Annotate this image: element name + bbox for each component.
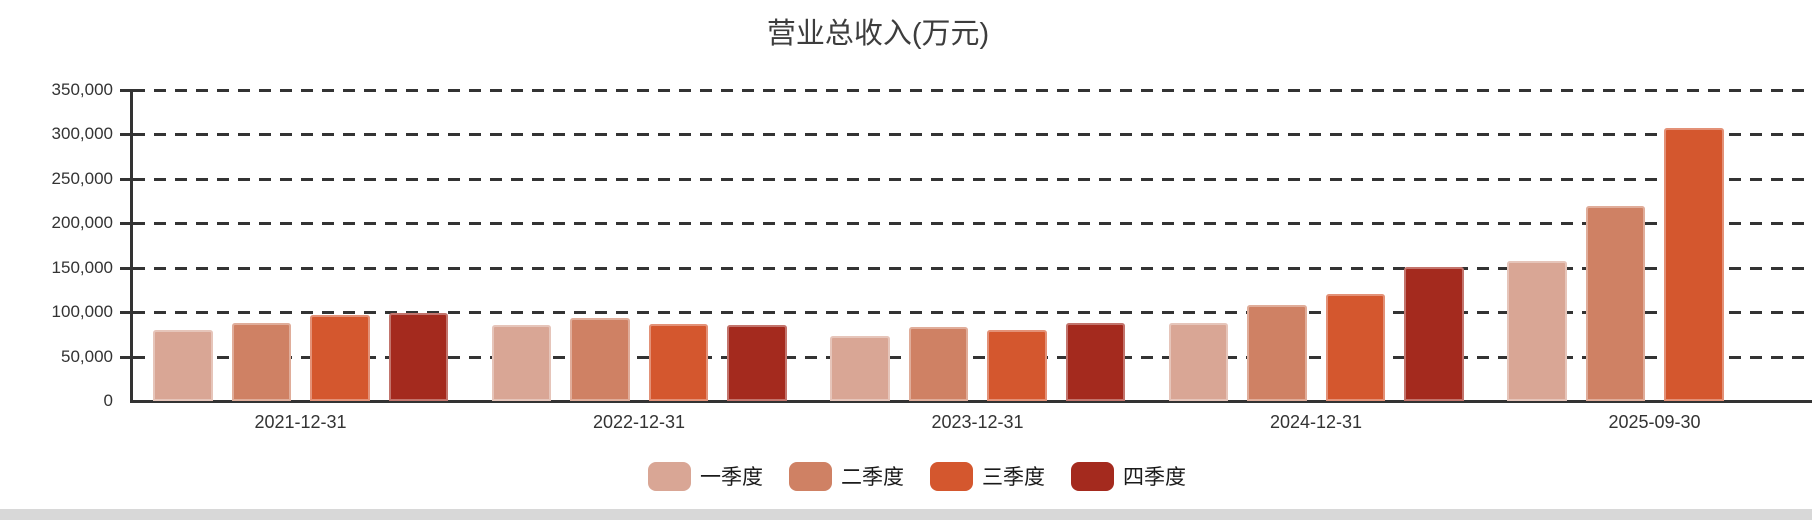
y-axis-line [130,89,133,403]
gridline [133,89,1812,92]
legend-swatch-q3 [930,461,973,491]
bar-一季度 [1507,260,1567,401]
chart-title: 营业总收入(万元) [766,18,990,50]
gridline [133,133,1812,137]
legend-label: 一季度 [700,466,763,489]
x-axis-label: 2024-12-31 [1269,412,1363,432]
bar-三季度 [648,323,708,401]
bar-二季度 [1247,305,1307,401]
y-axis-tick [120,133,131,137]
bar-一季度 [491,325,551,401]
y-axis-label: 0 [103,391,113,410]
legend-label: 二季度 [841,466,904,489]
x-axis-line [130,400,1812,403]
bar-一季度 [830,336,890,401]
bar-一季度 [153,329,213,401]
bar-二季度 [908,327,968,401]
bar-一季度 [1168,322,1228,401]
legend-swatch-q1 [648,461,691,491]
legend-item-q4[interactable]: 四季度 [1071,461,1186,491]
y-axis-tick [120,266,131,270]
legend-item-q1[interactable]: 一季度 [648,461,763,491]
gridline [133,222,1812,226]
bar-二季度 [570,318,630,401]
y-axis-tick [120,222,131,226]
legend-item-q3[interactable]: 三季度 [930,461,1045,491]
y-axis-tick [120,311,131,315]
bottom-divider [0,509,1812,520]
bar-四季度 [1404,266,1464,401]
y-axis-label: 300,000 [51,124,113,144]
chart-legend: 一季度 二季度 三季度 四季度 [648,461,1186,491]
y-axis-tick [120,355,131,359]
bar-二季度 [1585,205,1645,401]
y-axis-label: 150,000 [51,257,113,277]
legend-label: 三季度 [982,466,1045,489]
y-axis-label: 350,000 [51,80,113,99]
x-axis-label: 2022-12-31 [592,412,686,432]
x-axis-label: 2023-12-31 [931,412,1024,432]
x-axis-label: 2021-12-31 [254,412,347,432]
legend-swatch-q2 [789,461,832,491]
legend-swatch-q4 [1071,461,1114,491]
gridline [133,266,1812,270]
gridline [133,311,1812,315]
y-axis-label: 50,000 [61,346,113,366]
y-axis-tick [120,89,131,92]
bar-三季度 [1325,294,1385,401]
bar-四季度 [388,313,448,401]
y-axis-label: 100,000 [51,302,113,322]
y-axis-label: 250,000 [51,168,113,188]
legend-item-q2[interactable]: 二季度 [789,461,904,491]
bar-三季度 [310,314,370,401]
bar-四季度 [727,324,787,401]
bar-三季度 [987,329,1047,401]
y-axis-tick [120,177,131,181]
legend-label: 四季度 [1123,466,1186,489]
bar-三季度 [1664,128,1724,401]
gridline [133,355,1812,359]
bar-四季度 [1065,322,1125,401]
gridline [133,177,1812,181]
x-axis-label: 2025-09-30 [1608,412,1701,432]
y-axis-label: 200,000 [51,213,113,233]
bar-二季度 [231,322,291,401]
